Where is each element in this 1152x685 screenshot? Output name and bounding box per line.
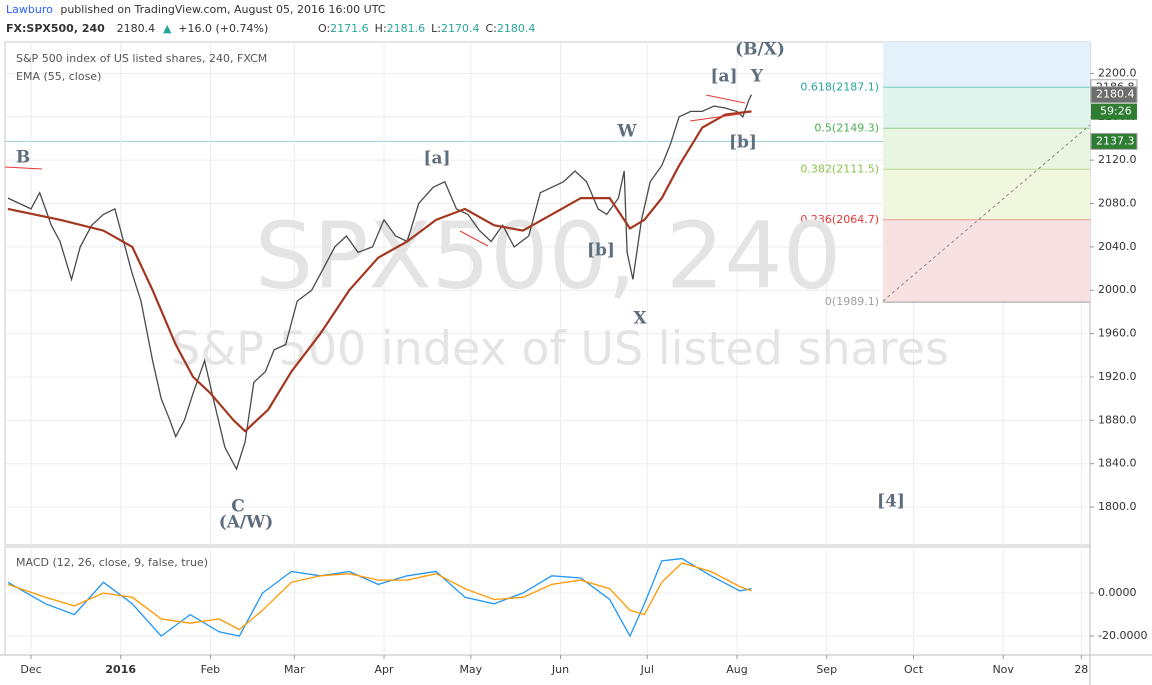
- countdown-box: [1091, 103, 1137, 120]
- symbol: FX:SPX500, 240: [6, 22, 105, 35]
- author[interactable]: Lawburo: [6, 3, 53, 16]
- x-tick-label: May: [459, 663, 482, 676]
- trend-line: [689, 113, 741, 122]
- x-tick-label: Oct: [904, 663, 924, 676]
- fib-band: [883, 169, 1090, 221]
- x-tick-label: Apr: [375, 663, 395, 676]
- ohlc-label: L:: [431, 22, 441, 35]
- y-tick-label: 1840.0: [1098, 457, 1137, 470]
- ohlc-value: 2180.4: [497, 22, 536, 35]
- legend-price: S&P 500 index of US listed shares, 240, …: [16, 52, 267, 65]
- price-marker: [1090, 86, 1138, 104]
- legend-ema: EMA (55, close): [16, 70, 101, 83]
- ohlc-value: 2171.6: [330, 22, 369, 35]
- series-line: [7, 94, 753, 471]
- wave-label: [a]: [423, 149, 450, 169]
- x-tick-label: 28: [1074, 663, 1088, 676]
- x-tick-label: Mar: [284, 663, 305, 676]
- wave-label: [4]: [877, 492, 905, 512]
- y-tick-label: 1880.0: [1098, 413, 1137, 426]
- header-line: Lawburo published on TradingView.com, Au…: [6, 3, 386, 16]
- wave-label: [a]: [710, 67, 737, 87]
- change: +16.0 (+0.74%): [178, 22, 268, 35]
- x-tick-label: Sep: [816, 663, 837, 676]
- fib-band: [883, 42, 1090, 88]
- legend-macd: MACD (12, 26, close, 9, false, true): [16, 556, 208, 569]
- y-tick-label: 2040.0: [1098, 240, 1137, 253]
- ohlc-label: C:: [486, 22, 497, 35]
- y-tick-label: 2200.0: [1098, 66, 1137, 79]
- symbol-line: FX:SPX500, 240 2180.4 ▲ +16.0 (+0.74%): [6, 22, 268, 35]
- series-line: [7, 557, 752, 638]
- series-line: [7, 110, 752, 433]
- ohlc-label: H:: [375, 22, 387, 35]
- x-tick-label: Feb: [201, 663, 220, 676]
- y-tick-label: 1960.0: [1098, 327, 1137, 340]
- x-tick-label: Dec: [20, 663, 41, 676]
- ohlc: O:2171.6 H:2181.6 L:2170.4 C:2180.4: [318, 22, 535, 35]
- x-tick-label: Aug: [726, 663, 747, 676]
- wave-label: (B/X): [735, 40, 785, 60]
- fib-label: 0.5(2149.3): [814, 121, 879, 134]
- wave-label: (A/W): [219, 513, 274, 533]
- ohlc-value: 2170.4: [441, 22, 480, 35]
- price-marker-label: 2137.3: [1096, 134, 1135, 147]
- published: published on TradingView.com, August 05,…: [60, 3, 385, 16]
- wave-label: B: [16, 148, 30, 168]
- x-tick-label: Nov: [992, 663, 1014, 676]
- price-marker-label: 2180.4: [1096, 88, 1135, 101]
- wave-label: W: [616, 122, 637, 142]
- y-tick-label: 0.0000: [1098, 586, 1137, 599]
- countdown: 59:26: [1100, 105, 1132, 118]
- last: 2180.4: [117, 22, 156, 35]
- ohlc-value: 2181.6: [387, 22, 426, 35]
- wave-label: [b]: [729, 133, 757, 153]
- y-tick-label: 2080.0: [1098, 197, 1137, 210]
- fib-label: 0.236(2064.7): [800, 213, 879, 226]
- wave-label: X: [633, 309, 647, 329]
- fib-label: 0(1989.1): [825, 295, 879, 308]
- ohlc-label: O:: [318, 22, 330, 35]
- trend-line: [705, 94, 746, 104]
- wave-label: C: [231, 497, 245, 517]
- x-tick-label: Jul: [640, 663, 654, 676]
- series-line: [7, 562, 752, 631]
- fib-band: [883, 220, 1090, 303]
- y-tick-label: 1920.0: [1098, 370, 1137, 383]
- y-tick-label: 1800.0: [1098, 500, 1137, 513]
- y-tick-label: 2000.0: [1098, 283, 1137, 296]
- x-tick-label: Jun: [551, 663, 569, 676]
- watermark-symbol: SPX500, 240: [255, 202, 842, 309]
- fib-label: 0.382(2111.5): [800, 162, 879, 175]
- wave-label: Y: [750, 67, 764, 87]
- trend-line: [459, 230, 489, 247]
- up-arrow: ▲: [163, 22, 172, 35]
- y-tick-label: -20.0000: [1098, 629, 1147, 642]
- price-marker: [1090, 132, 1138, 150]
- trend-line: [4, 166, 43, 170]
- x-tick-label: 2016: [105, 663, 136, 676]
- watermark-description: S&P 500 index of US listed shares: [171, 322, 949, 376]
- wave-label: [b]: [587, 241, 615, 261]
- fib-band: [883, 128, 1090, 170]
- y-tick-label: 2120.0: [1098, 153, 1137, 166]
- fib-label: 0.618(2187.1): [800, 80, 879, 93]
- fib-band: [883, 87, 1090, 129]
